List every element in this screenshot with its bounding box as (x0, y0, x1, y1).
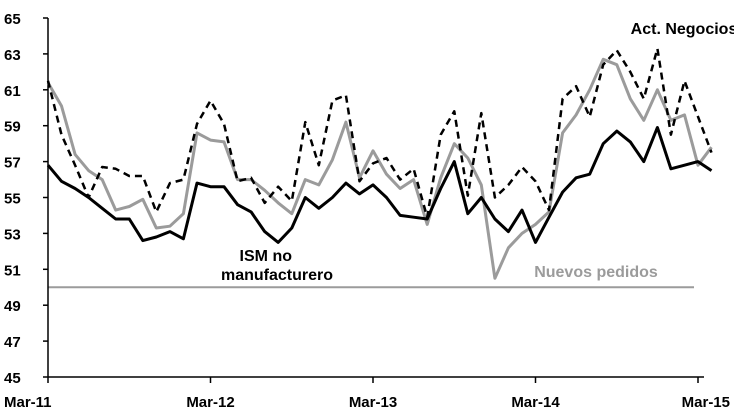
y-tick-label: 55 (4, 191, 21, 208)
series-label-line: Nuevos pedidos (534, 264, 658, 281)
y-tick-label: 63 (4, 47, 21, 64)
x-axis-ticks: Mar-11 Mar-12 Mar-13 Mar-14 Mar-15 (4, 377, 730, 411)
series-label-line: Act. Negocios (631, 21, 734, 38)
series-line-ism (46, 126, 713, 244)
x-tick-label: Mar-13 (349, 394, 397, 411)
series-label-ism-no-manufacturero: ISM no manufacturero (221, 248, 333, 284)
y-tick-label: 65 (4, 11, 21, 28)
series-label-nuevos-pedidos: Nuevos pedidos (534, 264, 658, 281)
series-label-act-negocios: Act. Negocios (631, 21, 734, 38)
y-tick-label: 47 (4, 334, 21, 351)
series-label-line: manufacturero (221, 267, 333, 284)
y-tick-label: 61 (4, 83, 21, 100)
y-tick-label: 59 (4, 119, 21, 136)
x-tick-label: Mar-11 (4, 394, 52, 411)
y-tick-label: 51 (4, 262, 21, 279)
y-tick-label: 45 (4, 370, 21, 387)
x-tick-label: Mar-14 (511, 394, 560, 411)
series-line-pedidos (46, 57, 713, 280)
x-tick-label: Mar-15 (682, 394, 730, 411)
series-layer (46, 47, 713, 280)
y-tick-label: 49 (4, 298, 21, 315)
y-axis-ticks: 45 47 49 51 53 55 57 59 61 63 65 (4, 11, 48, 387)
series-label-line: ISM no (240, 248, 293, 265)
x-tick-label: Mar-12 (186, 394, 234, 411)
y-tick-label: 57 (4, 155, 21, 172)
y-tick-label: 53 (4, 226, 21, 243)
series-line-negocios (46, 47, 713, 219)
